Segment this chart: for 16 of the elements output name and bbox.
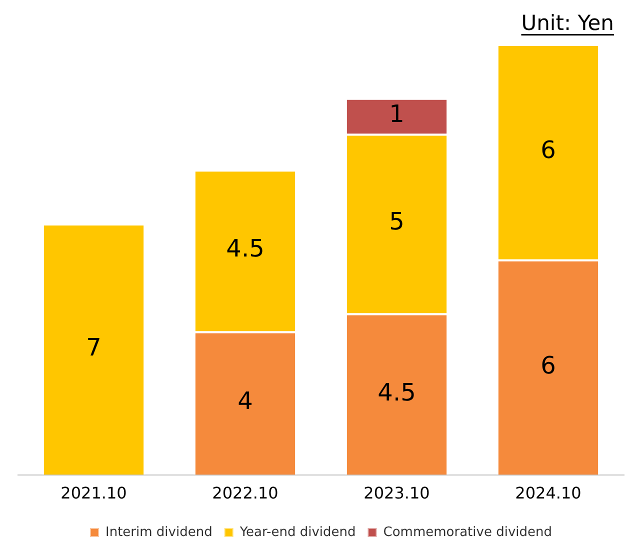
data-label: 5 <box>389 208 404 236</box>
x-tick-label: 2022.10 <box>212 484 278 503</box>
data-label: 6 <box>540 136 556 164</box>
legend-label: Commemorative dividend <box>383 524 552 540</box>
data-label: 4.5 <box>226 234 264 263</box>
x-tick-label: 2024.10 <box>515 484 582 503</box>
x-tick-label: 2021.10 <box>60 484 127 503</box>
data-label: 6 <box>540 351 556 380</box>
legend-label: Interim dividend <box>106 524 212 540</box>
data-label: 1 <box>389 100 404 128</box>
data-label: 4 <box>238 387 253 416</box>
legend-label: Year-end dividend <box>238 524 356 540</box>
x-tick-label: 2023.10 <box>364 484 430 503</box>
data-label: 4.5 <box>378 378 416 406</box>
text: Unit: Yen <box>521 11 614 35</box>
data-label: 7 <box>86 333 102 362</box>
